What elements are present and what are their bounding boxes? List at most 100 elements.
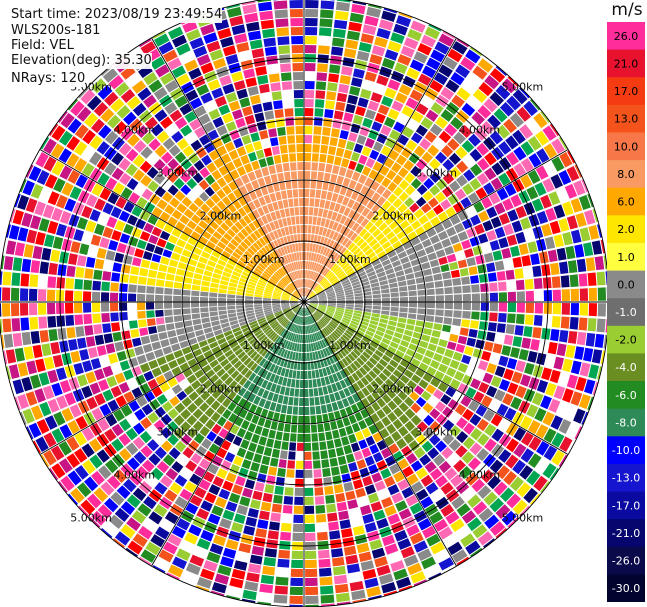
gate-cell: [381, 582, 397, 594]
gate-cell: [378, 358, 388, 368]
gate-cell: [30, 405, 44, 421]
gate-cell: [266, 156, 275, 166]
gate-cell: [396, 438, 407, 450]
gate-cell: [174, 474, 188, 487]
gate-cell: [483, 252, 494, 263]
gate-cell: [154, 109, 168, 122]
gate-cell: [336, 305, 345, 309]
gate-cell: [145, 242, 156, 253]
gate-cell: [289, 442, 297, 451]
gate-cell: [445, 386, 457, 398]
gate-cell: [369, 54, 383, 65]
gate-cell: [331, 193, 339, 202]
gate-cell: [278, 136, 287, 145]
gate-cell: [81, 205, 93, 219]
gate-cell: [317, 423, 324, 433]
gate-cell: [498, 292, 507, 302]
gate-cell: [513, 162, 527, 177]
gate-cell: [123, 478, 137, 493]
gate-cell: [567, 440, 576, 454]
gate-cell: [291, 295, 299, 300]
gate-cell: [403, 160, 415, 171]
gate-cell: [265, 285, 274, 291]
gate-cell: [386, 423, 397, 435]
gate-cell: [551, 450, 565, 466]
gate-cell: [356, 401, 365, 411]
gate-cell: [208, 484, 221, 496]
gate-cell: [132, 487, 147, 502]
range-ring-label: 5.00km: [502, 80, 544, 93]
gate-cell: [85, 256, 96, 268]
gate-cell: [420, 117, 434, 130]
gate-cell: [579, 303, 588, 316]
gate-cell: [343, 545, 357, 556]
gate-cell: [295, 270, 299, 279]
gate-cell: [376, 397, 386, 408]
gate-cell: [499, 102, 515, 117]
gate-cell: [390, 560, 405, 572]
gate-cell: [219, 75, 232, 86]
gate-cell: [147, 439, 160, 452]
gate-cell: [489, 459, 504, 474]
gate-cell: [427, 447, 440, 460]
gate-cell: [286, 360, 292, 369]
gate-cell: [334, 254, 341, 263]
gate-cell: [449, 166, 462, 179]
gate-cell: [343, 227, 351, 237]
gate-cell: [403, 554, 419, 567]
gate-cell: [304, 243, 307, 252]
gate-cell: [162, 137, 175, 150]
gate-cell: [351, 516, 363, 527]
gate-cell: [250, 132, 260, 142]
gate-cell: [189, 97, 203, 110]
gate-cell: [295, 216, 300, 225]
gate-cell: [193, 45, 208, 58]
gate-cell: [294, 291, 301, 298]
gate-cell: [333, 574, 348, 585]
gate-cell: [238, 317, 247, 323]
gate-cell: [219, 314, 228, 320]
gate-cell: [315, 332, 321, 341]
gate-cell: [357, 496, 369, 507]
gate-cell: [331, 343, 339, 352]
gate-cell: [244, 250, 253, 259]
gate-cell: [333, 110, 344, 120]
gate-cell: [487, 475, 501, 490]
gate-cell: [386, 205, 397, 215]
gate-cell: [471, 111, 485, 126]
gate-cell: [368, 238, 378, 247]
gate-cell: [295, 261, 299, 270]
gate-cell: [96, 141, 110, 155]
gate-cell: [466, 257, 476, 267]
gate-cell: [333, 28, 346, 39]
gate-cell: [483, 56, 495, 66]
gate-cell: [183, 226, 193, 236]
colorbar-tick-label: 0.0: [617, 278, 635, 291]
gate-cell: [380, 284, 389, 290]
gate-cell: [389, 129, 401, 141]
gate-cell: [223, 362, 233, 372]
gate-cell: [11, 303, 20, 317]
gate-cell: [244, 143, 255, 154]
gate-cell: [195, 585, 210, 592]
gate-cell: [286, 254, 291, 263]
gate-cell: [181, 579, 195, 587]
gate-cell: [198, 340, 208, 348]
gate-cell: [309, 198, 315, 207]
elevation-label: Elevation(deg): 35.30: [11, 53, 152, 69]
gate-cell: [308, 379, 313, 388]
gate-cell: [333, 19, 348, 30]
gate-cell: [2, 303, 11, 317]
gate-cell: [506, 151, 519, 166]
gate-cell: [304, 198, 309, 207]
gate-cell: [301, 279, 304, 288]
gate-cell: [274, 346, 281, 355]
gate-cell: [268, 265, 276, 273]
gate-cell: [110, 491, 125, 506]
gate-cell: [461, 276, 470, 285]
gate-cell: [281, 305, 290, 309]
gate-cell: [91, 470, 105, 486]
gate-cell: [239, 408, 248, 419]
gate-cell: [291, 304, 299, 309]
gate-cell: [478, 210, 490, 222]
